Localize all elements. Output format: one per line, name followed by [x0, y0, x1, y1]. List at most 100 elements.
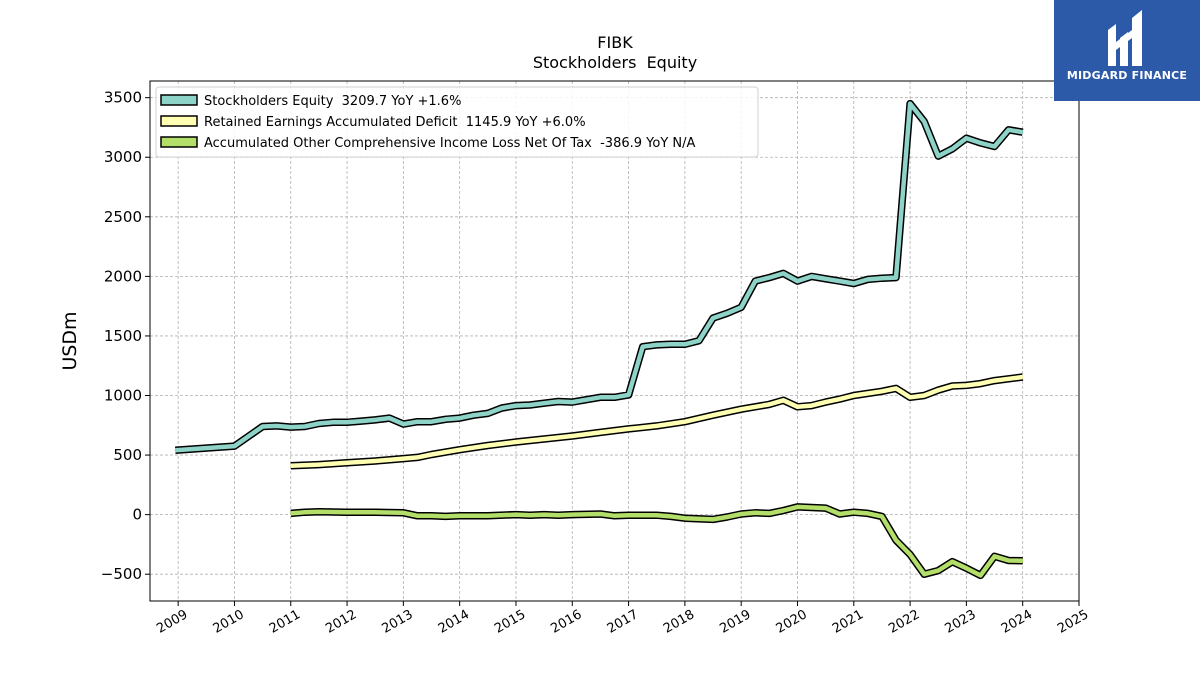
brand-name: MIDGARD FINANCE: [1066, 69, 1188, 82]
series-1-point: [430, 420, 433, 423]
series-1-point: [627, 394, 630, 396]
series-3-point: [402, 512, 405, 514]
series-1-point: [895, 276, 897, 279]
series-1-point: [487, 412, 489, 415]
y-tick-label: 1500: [104, 327, 142, 345]
series-3-point: [444, 515, 447, 518]
series-1-point: [458, 417, 461, 419]
series-3-point: [881, 515, 883, 518]
series-3-point: [754, 512, 757, 514]
series-3-point: [571, 513, 574, 516]
series-2-point: [838, 398, 841, 400]
x-tick-label: 2017: [605, 607, 641, 637]
series-2-point: [895, 387, 897, 390]
series-2-point: [430, 453, 433, 456]
x-tick-label: 2010: [211, 607, 247, 637]
series-3-point: [487, 515, 489, 517]
series-2-point: [599, 431, 602, 434]
legend-label-1: Stockholders Equity 3209.7 YoY +1.6%: [204, 94, 461, 109]
series-2-point: [655, 425, 658, 427]
series-3-point: [824, 507, 827, 509]
x-tick-label: 2016: [548, 607, 584, 637]
series-1-point: [1007, 129, 1010, 131]
series-2-point: [881, 390, 883, 393]
series-1-point: [684, 343, 686, 346]
y-tick-label: 2000: [104, 267, 142, 285]
series-3-point: [993, 555, 996, 558]
x-axis: 2009 2010 2011 2012 2013 2014 2015 2016 2017 2018…: [154, 601, 1091, 637]
x-tick-label: 2018: [661, 607, 697, 637]
series-3-point: [543, 513, 545, 516]
y-tick-label: 2500: [104, 208, 142, 226]
series-2-point: [487, 444, 489, 447]
series-1-point: [529, 404, 531, 406]
series-2-point: [923, 394, 925, 397]
series-1-point: [261, 425, 264, 428]
y-tick-label: 500: [113, 446, 142, 464]
brand-logo-mark: [1108, 10, 1142, 66]
series-3-point: [599, 513, 602, 515]
plot-frame: [149, 80, 1080, 602]
series-line-3: [290, 504, 1023, 578]
series-2-point: [796, 406, 799, 408]
series-1-point: [909, 102, 911, 105]
series-1-point: [233, 445, 236, 447]
series-1-point: [290, 426, 292, 428]
legend-box: [155, 86, 759, 158]
series-3-point: [923, 573, 925, 575]
series-3-point: [627, 514, 630, 516]
series-3-point: [557, 514, 559, 516]
chart-subtitle: Stockholders Equity: [533, 53, 697, 72]
y-axis-label: USDm: [59, 311, 81, 370]
series-3-point: [740, 513, 742, 515]
series-3-point: [979, 574, 982, 577]
series-layer: [174, 99, 1024, 580]
legend-label-3: Accumulated Other Comprehensive Income L…: [204, 136, 695, 151]
series-1-point: [881, 277, 883, 280]
series-1-point: [768, 276, 771, 279]
series-1-point: [416, 420, 419, 423]
series-2-point: [768, 403, 771, 406]
x-tick-label: 2013: [380, 607, 416, 637]
series-1-point: [318, 422, 320, 425]
series-2-point: [402, 457, 405, 460]
series-1-point: [698, 339, 700, 342]
series-1-point: [501, 407, 503, 409]
series-2-point: [1007, 378, 1010, 380]
y-tick-label: 3000: [104, 148, 142, 166]
series-3-point: [529, 514, 531, 516]
series-1-point: [332, 421, 334, 424]
series-1-point: [979, 142, 982, 144]
series-1-point: [374, 419, 377, 421]
series-2-point: [909, 396, 911, 399]
series-1-point: [937, 155, 939, 157]
series-3-point: [374, 511, 377, 513]
y-tick-label: 3500: [104, 89, 142, 107]
x-tick-label: 2024: [999, 607, 1035, 637]
x-tick-label: 2011: [267, 607, 303, 637]
series-1-point: [810, 275, 813, 278]
series-1-point: [782, 272, 785, 275]
series-1-point: [923, 120, 925, 123]
series-1-point: [951, 148, 954, 150]
series-1-point: [726, 312, 728, 315]
y-tick-label: −500: [101, 565, 142, 583]
series-3-point: [768, 512, 771, 515]
series-1-point: [515, 404, 517, 407]
series-2-point: [782, 399, 785, 402]
series-2-point: [740, 408, 742, 411]
series-3-point: [290, 512, 292, 515]
x-tick-label: 2015: [492, 607, 528, 637]
series-3-point: [951, 560, 954, 563]
series-1-point: [174, 449, 177, 452]
x-tick-label: 2025: [1055, 607, 1091, 637]
series-3-point: [838, 513, 841, 515]
series-3-point: [853, 511, 855, 513]
series-3-point: [304, 511, 306, 513]
series-3-point: [712, 518, 714, 521]
brand-logo: MIDGARD FINANCE: [1054, 0, 1200, 101]
series-2-point: [458, 448, 461, 451]
x-tick-label: 2022: [886, 607, 922, 637]
series-3-point: [515, 513, 517, 516]
series-2-point: [290, 465, 292, 467]
